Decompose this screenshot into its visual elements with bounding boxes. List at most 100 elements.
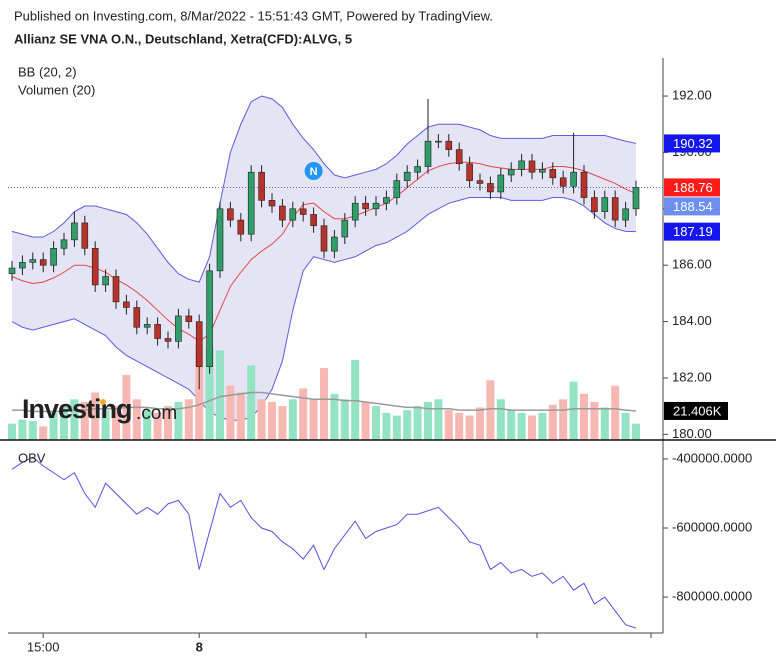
volume-bar [372,406,380,440]
volume-bar [143,410,152,440]
volume-bar [49,412,58,440]
volume-bar [195,345,204,440]
volume-bar [216,350,224,440]
obv-line [11,456,637,629]
volume-bar [580,393,588,440]
candle-body [351,202,359,221]
volume-bar [340,399,349,440]
volume-bar [517,412,526,440]
volume-bar [424,402,432,440]
candle-body [507,169,515,176]
candle-body [227,208,234,221]
volume-bar [268,402,276,440]
candle-body [632,187,640,210]
volume-bar [476,407,484,440]
y-tick-label: 180.00 [672,426,712,441]
volume-bar [299,388,308,440]
volume-bar [8,423,16,440]
volume-bar [320,368,328,440]
watermark: Investing [22,394,132,424]
candle-body [299,208,307,215]
volume-bar [112,406,120,440]
candle-body [559,177,567,187]
candle-body [289,208,297,221]
candle-body [424,140,432,167]
candle-body [445,140,453,150]
volume-bar [184,399,193,440]
candle-body [539,169,546,173]
volume-bar [247,365,256,440]
candle-body [372,202,380,210]
volume-ma [12,391,637,413]
candle-body [8,267,16,274]
plot: 180.00182.00184.00186.00188.00190.00192.… [8,87,752,654]
volume-bar [392,415,401,440]
candle-body [258,171,265,201]
last-value-label: 188.76 [673,180,713,195]
candle-body [414,166,421,173]
candle-body [455,149,463,165]
candle-body [175,315,182,342]
x-tick-label: 8 [196,639,203,654]
volume-bar [621,412,630,440]
panel-title: OBV [18,450,46,465]
candle-body [331,236,338,252]
indicator-label: Volumen (20) [18,82,95,97]
band-upper [11,95,637,283]
volume-bar [28,421,37,440]
candle-body [102,276,109,286]
candle-body [279,205,286,221]
candle-body [164,338,172,342]
candle-body [268,200,276,207]
volume-bar [455,412,464,440]
candle-body [403,171,411,181]
volume-bar [80,402,89,440]
candle-body [81,222,89,249]
candle-body [476,180,484,184]
volume-bar [559,399,568,440]
volume-bar [153,412,162,440]
volume-bar [226,385,235,440]
candle-body [112,276,120,303]
candle-body [497,174,505,193]
candle-body [247,171,255,235]
volume-bar [611,385,620,440]
volume-bar [600,407,609,440]
x-tick-label: 15:00 [27,639,60,654]
volume-bar [434,399,443,440]
volume-bar [507,410,516,440]
candle-body [383,197,390,204]
candle-body [19,262,26,269]
candle-body [206,270,213,368]
candle-body [237,219,245,235]
candle-body [487,183,494,193]
candle-body [601,197,609,212]
watermark: .com [136,403,177,424]
volume-bar [548,404,557,440]
candle-body [591,197,598,212]
candle-body [528,160,536,173]
published-note: Published on Investing.com, 8/Mar/2022 -… [14,8,493,23]
candle-body [341,219,349,238]
candle-body [362,202,369,210]
candle-body [310,214,317,227]
candle-body [91,247,99,286]
candle-body [154,324,161,339]
volume-bar [496,399,505,440]
candle-body [50,247,57,266]
y-tick-label: -800000.0000 [672,589,752,604]
last-value-label: 188.54 [673,199,713,214]
last-value-label: 187.19 [673,224,713,239]
candle-body [580,171,588,198]
candle-body [611,197,619,221]
y-tick-label: -600000.0000 [672,519,752,534]
news-marker [304,162,323,180]
volume-bar [309,399,318,440]
volume-bar [164,406,172,440]
volume-bar [403,410,412,440]
last-value-label: 190.32 [673,136,713,151]
volume-bar [486,380,495,440]
last-value-label: 21.406K [673,403,722,418]
volume-bar [278,406,287,440]
